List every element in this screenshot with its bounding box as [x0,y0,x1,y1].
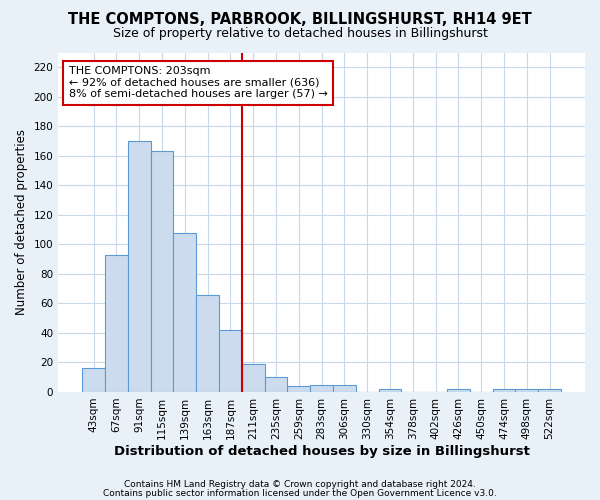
Bar [219,330,242,392]
Bar [333,384,356,392]
Bar [151,152,173,392]
Bar [287,386,310,392]
Bar [265,377,287,392]
Text: Contains public sector information licensed under the Open Government Licence v3: Contains public sector information licen… [103,488,497,498]
Y-axis label: Number of detached properties: Number of detached properties [15,129,28,315]
Bar [493,389,515,392]
Text: Contains HM Land Registry data © Crown copyright and database right 2024.: Contains HM Land Registry data © Crown c… [124,480,476,489]
Bar [128,141,151,392]
Bar [82,368,105,392]
Text: Size of property relative to detached houses in Billingshurst: Size of property relative to detached ho… [113,28,487,40]
Bar [538,389,561,392]
Bar [105,254,128,392]
Bar [379,389,401,392]
Bar [447,389,470,392]
Bar [310,384,333,392]
Bar [515,389,538,392]
X-axis label: Distribution of detached houses by size in Billingshurst: Distribution of detached houses by size … [113,444,530,458]
Text: THE COMPTONS: 203sqm
← 92% of detached houses are smaller (636)
8% of semi-detac: THE COMPTONS: 203sqm ← 92% of detached h… [69,66,328,100]
Bar [242,364,265,392]
Bar [173,232,196,392]
Text: THE COMPTONS, PARBROOK, BILLINGSHURST, RH14 9ET: THE COMPTONS, PARBROOK, BILLINGSHURST, R… [68,12,532,28]
Bar [196,294,219,392]
